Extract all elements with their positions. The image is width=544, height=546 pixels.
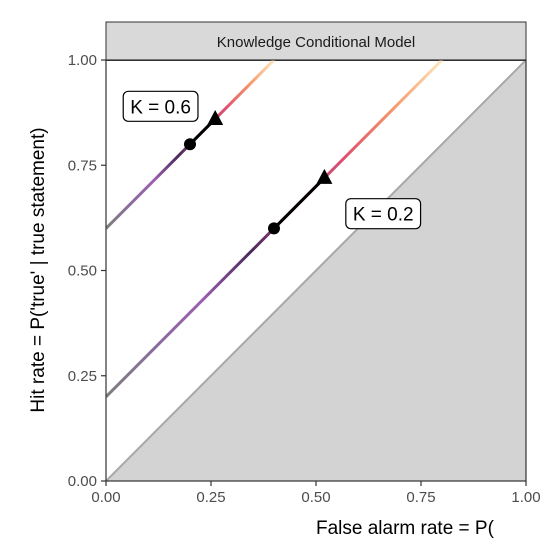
change-segment-2: [272, 176, 326, 230]
data-point-1: [184, 138, 196, 151]
y-tick-label: 0.25: [68, 368, 97, 385]
k-label-2: K = 0.2: [345, 198, 422, 230]
x-tick-label: 0.00: [91, 489, 120, 506]
k-label-text: K = 0.6: [130, 97, 191, 118]
y-tick-label: 0.00: [68, 473, 97, 490]
arrow-marker-1: [207, 109, 224, 125]
x-tick-label: 0.50: [301, 489, 330, 506]
y-axis-title: Hit rate = P('true' | true statement): [28, 127, 49, 412]
facet-strip-title: Knowledge Conditional Model: [217, 34, 415, 51]
facet-strip: [105, 21, 527, 61]
x-axis-title: False alarm rate = P(: [316, 518, 495, 539]
k-labels: K = 0.6 K = 0.2: [122, 90, 422, 230]
x-tick-label: 1.00: [511, 489, 540, 506]
k-label-box: [345, 198, 422, 230]
x-tick-label: 0.25: [196, 489, 225, 506]
axes: 0.00 0.25 0.50 0.75 1.00 0.00 0.25 0.50 0.75 1.00: [68, 52, 541, 506]
y-tick-label: 1.00: [68, 52, 97, 69]
k-label-1: K = 0.6: [122, 90, 199, 122]
data-point-2: [268, 222, 280, 235]
x-tick-label: 0.75: [406, 489, 435, 506]
plot-panel: [105, 59, 527, 482]
chance-diagonal: [106, 60, 526, 481]
y-tick-label: 0.50: [68, 263, 97, 280]
k-label-box: [122, 90, 199, 122]
arrow-marker-2: [316, 168, 333, 184]
y-tick-label: 0.75: [68, 157, 97, 174]
chart-points: [184, 109, 333, 235]
k-label-text: K = 0.2: [353, 205, 414, 226]
